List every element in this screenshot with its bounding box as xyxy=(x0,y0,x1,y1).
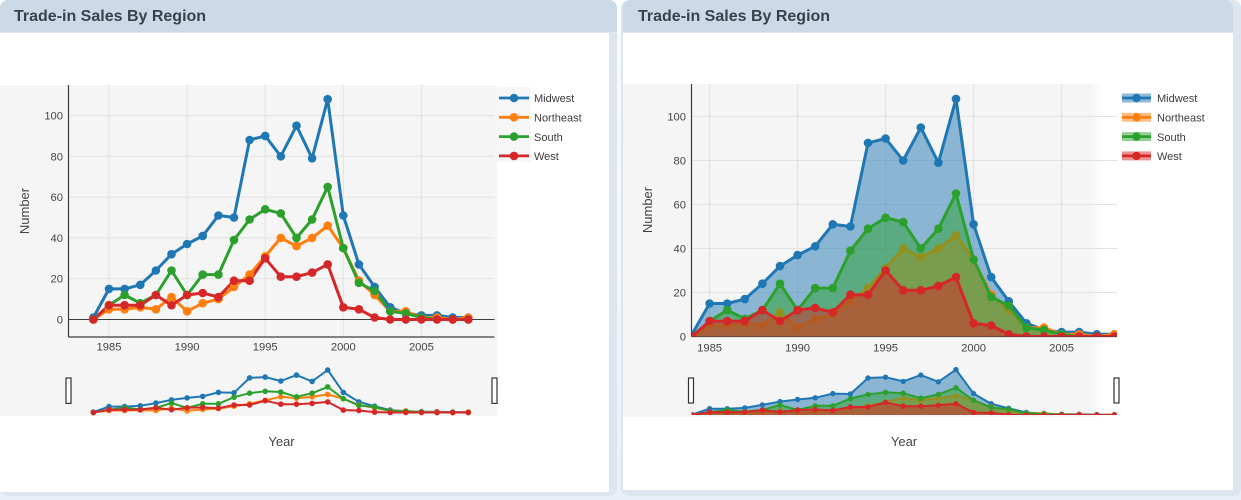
svg-text:100: 100 xyxy=(44,111,63,123)
svg-text:Number: Number xyxy=(17,187,32,234)
svg-text:Midwest: Midwest xyxy=(1157,93,1197,105)
svg-text:0: 0 xyxy=(57,315,63,327)
svg-text:20: 20 xyxy=(674,288,686,300)
svg-text:South: South xyxy=(534,132,563,144)
svg-text:2005: 2005 xyxy=(409,342,434,354)
svg-text:60: 60 xyxy=(51,192,63,204)
svg-text:Year: Year xyxy=(268,434,295,449)
svg-text:40: 40 xyxy=(51,233,63,245)
svg-text:West: West xyxy=(534,151,559,163)
svg-text:1985: 1985 xyxy=(97,342,122,354)
svg-text:1990: 1990 xyxy=(785,343,810,355)
svg-text:2000: 2000 xyxy=(331,342,356,354)
svg-text:1995: 1995 xyxy=(253,342,278,354)
svg-text:Northeast: Northeast xyxy=(534,113,582,125)
svg-text:60: 60 xyxy=(674,200,686,212)
svg-text:1985: 1985 xyxy=(697,343,722,355)
svg-text:80: 80 xyxy=(674,156,686,168)
svg-text:20: 20 xyxy=(51,274,63,286)
svg-text:40: 40 xyxy=(674,244,686,256)
svg-text:Northeast: Northeast xyxy=(1157,113,1205,125)
svg-text:Number: Number xyxy=(640,186,655,233)
svg-text:2000: 2000 xyxy=(961,343,986,355)
svg-text:1990: 1990 xyxy=(175,342,200,354)
svg-text:Midwest: Midwest xyxy=(534,93,574,105)
svg-text:West: West xyxy=(1157,151,1182,163)
svg-text:1995: 1995 xyxy=(873,343,898,355)
svg-text:Year: Year xyxy=(891,434,918,449)
svg-text:South: South xyxy=(1157,132,1186,144)
svg-text:2005: 2005 xyxy=(1049,343,1074,355)
svg-text:80: 80 xyxy=(51,151,63,163)
svg-text:0: 0 xyxy=(680,332,686,344)
svg-text:100: 100 xyxy=(667,112,686,124)
